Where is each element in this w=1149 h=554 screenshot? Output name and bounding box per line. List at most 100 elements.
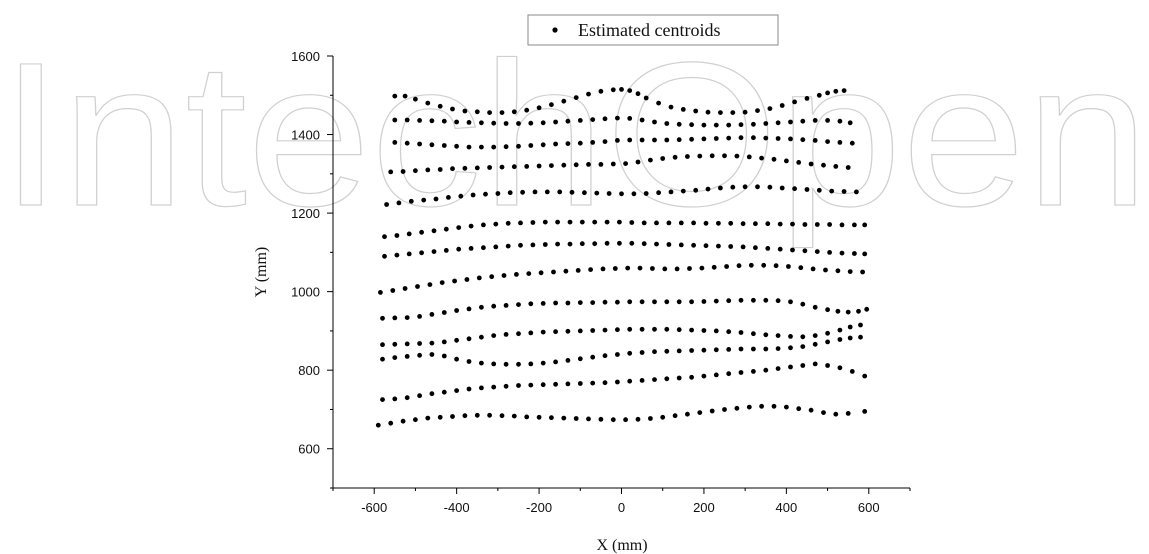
data-point (751, 121, 756, 127)
data-point (479, 334, 484, 340)
data-point (561, 98, 567, 104)
data-point (466, 306, 472, 312)
data-point (837, 140, 843, 145)
data-point (392, 396, 398, 402)
data-point (425, 167, 431, 173)
data-point (825, 363, 830, 368)
data-point (847, 335, 853, 341)
data-point (713, 372, 719, 378)
data-point (718, 185, 723, 191)
data-point (573, 162, 579, 168)
data-point (726, 329, 732, 335)
data-point (392, 355, 398, 360)
data-point (499, 110, 505, 115)
data-point (722, 407, 727, 412)
data-point (656, 190, 661, 196)
data-point (627, 116, 633, 121)
data-point (814, 222, 820, 227)
data-point (858, 334, 863, 340)
data-point (602, 327, 608, 333)
data-point (516, 121, 521, 126)
data-point (479, 120, 484, 126)
data-point (713, 122, 719, 128)
data-point (641, 220, 647, 226)
data-point (466, 386, 472, 392)
data-point (849, 140, 855, 146)
data-point (479, 360, 484, 366)
data-point (845, 309, 851, 315)
data-point (388, 169, 394, 175)
data-point (588, 267, 593, 272)
data-point (674, 266, 680, 272)
data-point (462, 165, 468, 171)
data-point (567, 241, 573, 247)
data-point (404, 315, 410, 320)
data-point (689, 299, 694, 305)
data-point (380, 397, 385, 402)
data-point (565, 328, 571, 334)
data-point (841, 189, 847, 194)
data-point (495, 191, 501, 196)
data-point (852, 222, 857, 228)
data-point (615, 115, 620, 121)
data-point (765, 246, 771, 251)
data-point (402, 93, 408, 99)
data-point (569, 189, 575, 195)
data-point (528, 330, 534, 336)
y-tick-label: 1000 (291, 285, 320, 300)
data-point (753, 221, 758, 227)
data-point (800, 301, 806, 307)
data-point (812, 333, 818, 338)
data-point (425, 415, 431, 421)
data-point (429, 312, 435, 317)
legend: Estimated centroids (527, 14, 779, 46)
data-point (582, 190, 587, 196)
data-point (629, 220, 635, 225)
data-point (763, 121, 769, 126)
data-point (561, 415, 567, 421)
data-point (413, 417, 418, 423)
data-point (380, 356, 385, 362)
data-point (565, 358, 571, 363)
data-point (530, 242, 536, 248)
data-point (441, 353, 447, 359)
data-point (812, 138, 818, 143)
data-point (592, 219, 598, 225)
data-point (443, 248, 449, 253)
data-point (767, 106, 773, 111)
data-point (701, 299, 707, 304)
x-tick-label: -200 (526, 500, 552, 515)
data-point (825, 139, 830, 145)
data-point (586, 91, 591, 97)
data-point (821, 162, 826, 168)
data-point (627, 137, 633, 143)
data-point (518, 242, 523, 248)
data-point (404, 140, 410, 146)
data-point (505, 220, 511, 226)
data-point (579, 219, 585, 225)
data-point (664, 348, 670, 354)
data-point (516, 331, 521, 337)
data-point (563, 268, 569, 274)
data-point (594, 190, 600, 196)
y-axis-title: Y (mm) (253, 247, 270, 298)
data-point (610, 161, 616, 167)
data-point (380, 315, 385, 321)
data-point (551, 269, 556, 275)
data-point (413, 168, 418, 174)
data-point (810, 266, 816, 272)
data-point (713, 136, 719, 141)
data-point (862, 251, 868, 257)
data-point (654, 241, 659, 247)
data-point (487, 165, 492, 170)
data-point (856, 308, 861, 314)
data-point (676, 121, 682, 127)
data-point (693, 108, 699, 114)
data-point (454, 119, 459, 125)
data-point (788, 119, 793, 125)
data-point (555, 241, 560, 247)
data-point (528, 120, 534, 126)
data-point (722, 153, 727, 159)
data-point (862, 409, 868, 414)
data-point (827, 222, 832, 227)
